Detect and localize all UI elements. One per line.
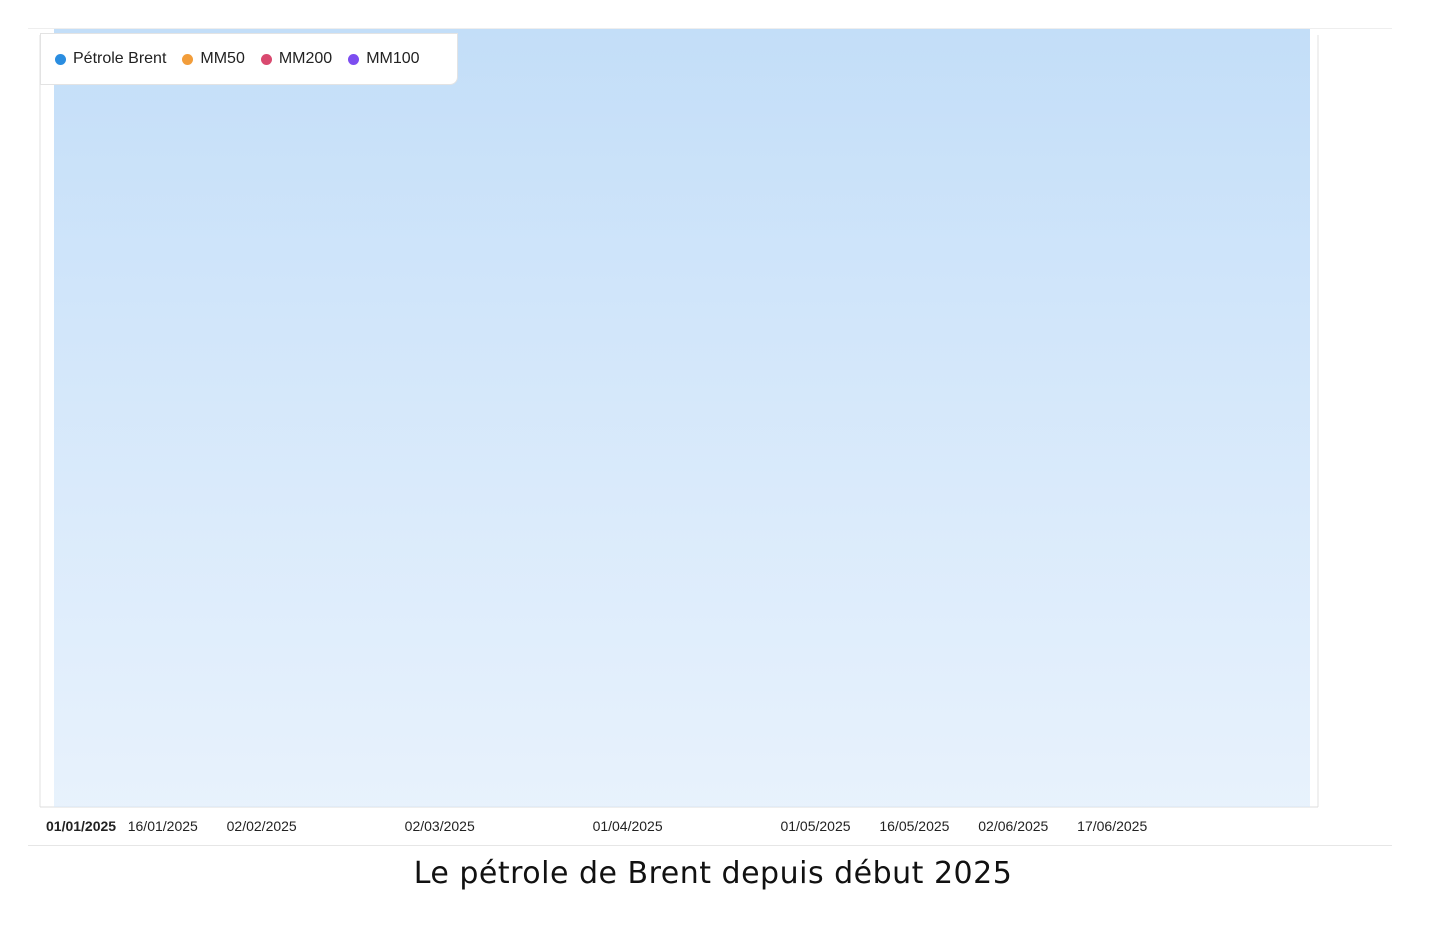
- x-tick-label: 01/01/2025: [46, 818, 116, 834]
- legend-label-mm100: MM100: [366, 50, 420, 67]
- legend-dot-mm200: [260, 53, 272, 65]
- brent-chart: 82.00080.00078.00076.00074.00072.00070.0…: [39, 29, 1319, 834]
- chart-legend: Pétrole Brent MM50 MM200 MM100: [40, 33, 458, 85]
- legend-dot-mm100: [348, 53, 360, 65]
- legend-item-mm100[interactable]: MM100: [348, 50, 420, 68]
- legend-item-mm200[interactable]: MM200: [260, 50, 333, 68]
- x-tick-label: 02/06/2025: [978, 818, 1048, 834]
- x-tick-label: 16/01/2025: [128, 818, 198, 834]
- legend-label-mm200: MM200: [278, 50, 333, 67]
- x-tick-label: 02/02/2025: [227, 818, 297, 834]
- legend-dot-mm50: [182, 53, 194, 65]
- chart-frame: 82.00080.00078.00076.00074.00072.00070.0…: [28, 28, 1392, 846]
- legend-item-brent[interactable]: Pétrole Brent: [55, 50, 166, 68]
- x-tick-label: 01/04/2025: [593, 818, 663, 834]
- x-tick-label: 02/03/2025: [405, 818, 475, 834]
- legend-dot-brent: [55, 53, 66, 65]
- chart-caption: Le pétrole de Brent depuis début 2025: [413, 856, 1013, 891]
- brent-area-fill: [54, 29, 1310, 807]
- legend-label-brent: Pétrole Brent: [73, 50, 167, 67]
- legend-label-mm50: MM50: [200, 50, 245, 67]
- x-tick-label: 17/06/2025: [1077, 818, 1147, 834]
- legend-item-mm50[interactable]: MM50: [182, 50, 245, 68]
- x-tick-label: 16/05/2025: [879, 818, 949, 834]
- x-tick-label: 01/05/2025: [780, 818, 850, 834]
